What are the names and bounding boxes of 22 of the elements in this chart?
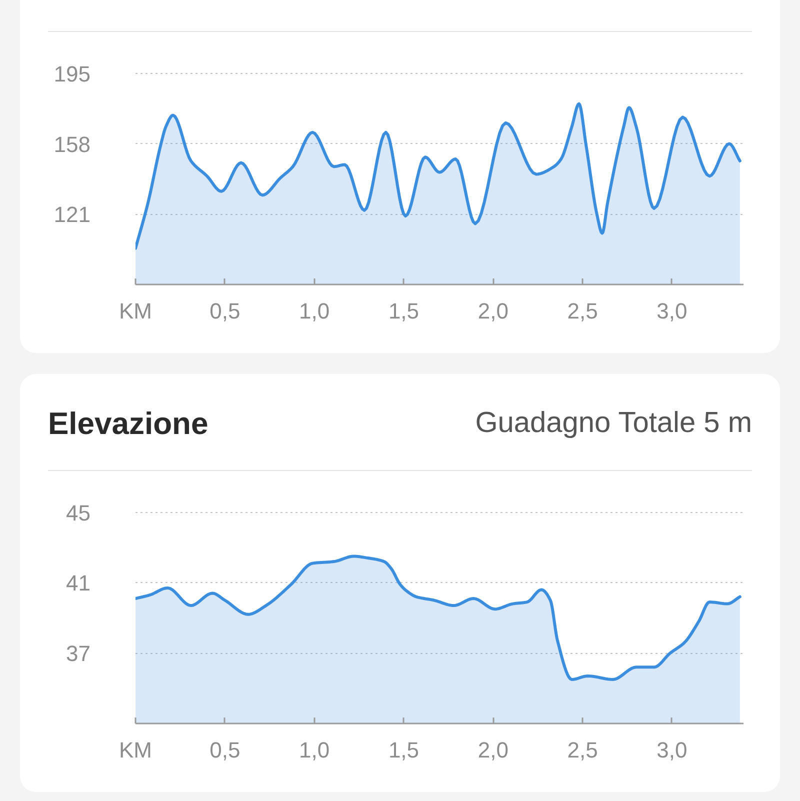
x-tick-label: KM	[119, 738, 152, 762]
y-tick-label: 37	[66, 641, 91, 666]
x-tick-label: 0,5	[210, 738, 240, 762]
x-tick-label: KM	[119, 298, 152, 324]
x-tick-label: 1,0	[299, 738, 330, 762]
x-tick-label: 1,0	[299, 298, 330, 324]
x-tick-label: 0,5	[210, 298, 240, 324]
y-tick-label: 41	[66, 570, 91, 596]
y-tick-label: 121	[54, 202, 91, 228]
x-tick-label: 2,5	[567, 738, 598, 762]
x-tick-label: 2,5	[567, 298, 598, 324]
x-tick-label: 1,5	[388, 738, 420, 762]
y-tick-label: 195	[54, 61, 91, 86]
x-tick-label: 3,0	[656, 298, 688, 324]
y-tick-label: 45	[66, 500, 91, 526]
x-tick-label: 2,0	[478, 298, 508, 324]
x-tick-label: 1,5	[388, 298, 420, 324]
chart-subtitle: Guadagno Totale 5 m	[475, 406, 752, 442]
x-tick-label: 2,0	[478, 738, 508, 762]
y-tick-label: 158	[54, 132, 91, 157]
x-tick-label: 3,0	[656, 738, 688, 762]
chart-title: Elevazione	[48, 404, 208, 443]
